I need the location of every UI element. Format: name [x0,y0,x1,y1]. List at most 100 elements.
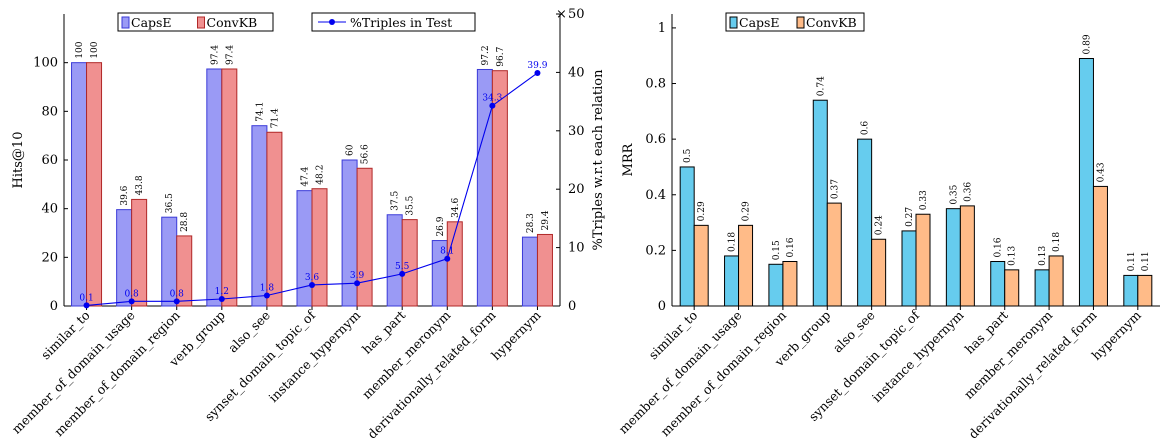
capse-bar [990,261,1006,307]
convkb-bar [536,233,553,307]
line-legend-box [311,12,476,32]
capse-value-label: 60 [346,144,356,156]
convkb-bar [86,62,103,307]
convkb-value-label: 43.8 [135,175,145,195]
capse-value-label: 0.13 [1038,246,1048,266]
y2-tick-label: 50 [568,7,585,22]
capse-value-label: 0.89 [1082,34,1092,54]
y-tick-label: 1 [658,21,666,36]
convkb-bar [1092,185,1108,307]
y-tick-label: 100 [33,56,58,71]
triples-point [399,270,406,277]
capse-bar [296,190,313,307]
convkb-value-label: 0.18 [1052,232,1062,252]
convkb-bar [176,235,193,307]
convkb-value-label: 0.37 [830,179,840,199]
capse-value-label: 97.4 [210,45,220,65]
convkb-value-label: 0.13 [1008,246,1018,266]
capse-bar [1034,269,1050,307]
convkb-value-label: 48.2 [316,165,326,185]
convkb-value-label: 35.5 [406,195,416,215]
triples-point [128,298,135,305]
convkb-value-label: 0.29 [742,201,752,221]
y2-tick-label: 30 [568,124,585,139]
convkb-bar [266,131,283,307]
capse-bar [857,138,873,307]
triples-point [83,302,90,309]
capse-bar [386,214,403,307]
capse-bar [945,208,961,307]
convkb-bar [356,167,373,307]
capse-value-label: 0.74 [816,76,826,96]
triples-point [534,69,541,76]
triples-value-label: 1.2 [215,287,229,297]
capse-bar [724,255,740,307]
convkb-bar [826,202,842,307]
capse-value-label: 37.5 [391,190,401,210]
legend-capse-label: CapsE [131,15,172,30]
y2-tick-label: 0 [568,299,576,314]
y-tick-label: 80 [41,104,58,119]
y-tick-label: 60 [41,153,58,168]
bar-legend-box [117,12,274,32]
triples-value-label: 3.6 [305,273,320,283]
triples-value-label: 5.5 [395,262,410,272]
convkb-bar [491,70,508,307]
convkb-value-label: 28.8 [180,212,190,232]
convkb-bar [871,238,887,307]
triples-point [173,298,180,305]
y-tick-label: 0 [658,299,666,314]
convkb-value-label: 97.4 [225,45,235,65]
y2-axis-arrow: × [556,7,567,22]
capse-value-label: 36.5 [165,193,175,213]
triples-point [354,280,361,287]
capse-value-label: 26.9 [436,216,446,236]
convkb-value-label: 0.33 [919,190,929,210]
x-category-label: hypernym [488,307,544,363]
bar-legend-box [725,12,865,32]
triples-point [218,295,225,302]
triples-point [444,255,451,262]
x-category-label: instance_hypernym [266,307,364,405]
convkb-value-label: 71.4 [270,108,280,128]
y-tick-label: 0 [50,299,58,314]
x-category-label: member_meronym [359,307,453,401]
triples-value-label: 0.1 [79,293,93,303]
capse-value-label: 0.27 [905,207,915,227]
convkb-value-label: 100 [90,41,100,58]
convkb-value-label: 0.29 [697,201,707,221]
capse-value-label: 0.18 [728,232,738,252]
convkb-value-label: 29.4 [541,210,551,230]
capse-value-label: 100 [75,41,85,58]
capse-value-label: 97.2 [481,45,491,65]
triples-value-label: 34.3 [482,94,502,104]
capse-bar [206,68,223,307]
capse-bar [679,166,695,307]
y-tick-label: 0.4 [645,188,666,203]
legend-convkb-label: ConvKB [207,15,258,30]
convkb-bar [1048,255,1064,307]
convkb-bar [782,261,798,307]
convkb-bar [915,213,931,307]
y-tick-label: 0.6 [645,132,666,147]
triples-value-label: 39.9 [527,61,547,71]
triples-value-label: 8.1 [440,247,454,257]
capse-value-label: 39.6 [120,185,130,205]
y-tick-label: 40 [41,202,58,217]
y2-axis-title: %Triples w.r.t each relation [591,69,606,251]
triples-value-label: 0.8 [124,289,139,299]
capse-value-label: 0.35 [949,184,959,204]
legend-capse-swatch [729,16,738,29]
capse-value-label: 0.16 [994,237,1004,257]
capse-bar [901,230,917,307]
convkb-bar [738,224,754,307]
triples-point [309,281,315,288]
legend-convkb-swatch [796,16,805,29]
triples-value-label: 3.9 [350,271,365,281]
capse-bar [768,263,784,307]
convkb-bar [221,68,238,307]
y2-tick-label: 20 [568,182,585,197]
convkb-value-label: 0.36 [963,182,973,202]
